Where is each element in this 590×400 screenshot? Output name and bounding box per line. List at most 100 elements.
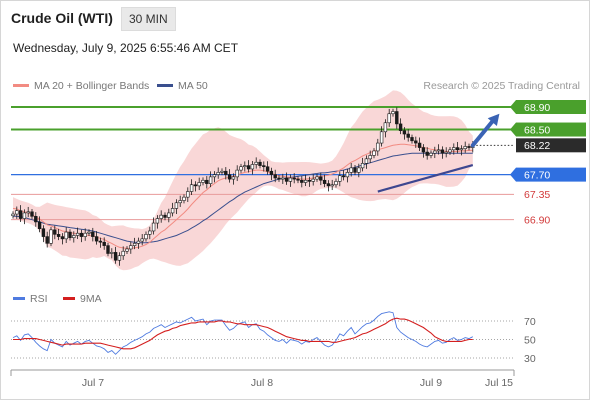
ma20-swatch: [13, 83, 29, 87]
candle-body-23: [98, 240, 103, 243]
candle-body-91: [357, 167, 361, 173]
candle-body-5: [30, 211, 34, 217]
candle-body-92: [360, 163, 365, 169]
candle-body-79: [311, 178, 315, 182]
candle-body-47: [189, 184, 194, 192]
level-label-0: 68.90: [524, 102, 550, 114]
candle-body-119: [463, 146, 467, 149]
level-label-bg-0: [516, 100, 586, 114]
candle-body-108: [421, 147, 426, 153]
timeframe-badge[interactable]: 30 MIN: [121, 7, 176, 31]
candle-body-35: [144, 234, 148, 240]
candle-body-71: [281, 177, 285, 180]
candle-body-53: [212, 174, 217, 178]
candle-body-64: [254, 161, 258, 165]
candle-body-112: [436, 149, 441, 152]
candle-body-17: [75, 232, 80, 236]
candle-body-45: [182, 196, 186, 201]
candle-body-50: [201, 179, 205, 183]
candle-body-56: [224, 170, 228, 175]
x-tick-label-0: Jul 7: [82, 377, 104, 389]
candle-body-51: [205, 179, 209, 184]
candle-body-41: [167, 212, 171, 218]
candle-body-30: [125, 248, 129, 252]
candle-body-37: [151, 222, 156, 232]
candle-body-110: [429, 152, 433, 156]
ma50-legend-label: MA 50: [178, 80, 208, 92]
candle-body-26: [110, 252, 114, 254]
candle-body-39: [159, 214, 163, 219]
candle-body-36: [148, 230, 152, 235]
candle-body-7: [37, 221, 42, 230]
rsi-legend-label: RSI: [30, 293, 48, 305]
candle-body-25: [106, 245, 110, 254]
candle-body-105: [410, 137, 414, 142]
research-credit: Research © 2025 Trading Central: [423, 80, 580, 92]
bollinger-band: [13, 90, 473, 271]
rsi-tick-2: 30: [524, 353, 536, 365]
candle-body-78: [307, 179, 312, 182]
candle-body-59: [235, 169, 239, 178]
candle-body-101: [395, 111, 399, 125]
candle-body-89: [349, 167, 353, 173]
candle-body-74: [292, 177, 296, 180]
level-label-pointer-3: [510, 167, 516, 182]
candle-body-93: [364, 158, 369, 164]
candle-body-49: [197, 182, 201, 187]
candle-body-97: [379, 131, 384, 144]
candle-body-83: [326, 183, 331, 187]
candle-body-86: [338, 175, 342, 182]
candle-body-34: [140, 238, 144, 242]
candle-body-43: [174, 202, 179, 209]
candle-body-61: [243, 165, 247, 168]
legend-ma20: MA 20 + Bollinger Bands: [13, 80, 149, 92]
candle-body-14: [64, 231, 68, 240]
candle-body-9: [45, 236, 49, 244]
candle-body-98: [383, 122, 388, 133]
candle-body-111: [433, 150, 437, 154]
candle-body-96: [376, 142, 380, 152]
candle-body-2: [18, 210, 23, 219]
candle-body-95: [372, 150, 376, 156]
candle-body-113: [440, 149, 445, 154]
candle-body-73: [288, 177, 293, 182]
candle-body-80: [315, 176, 319, 180]
candle-body-11: [53, 229, 57, 235]
candle-body-57: [227, 174, 232, 180]
level-label-4: 67.35: [524, 189, 550, 201]
candle-body-114: [444, 151, 448, 154]
candle-body-67: [265, 166, 270, 172]
candle-body-66: [262, 165, 266, 168]
candle-body-88: [345, 172, 350, 178]
candle-body-29: [121, 250, 125, 257]
candle-body-46: [186, 191, 190, 198]
candle-body-115: [448, 149, 452, 153]
ma20-legend-label: MA 20 + Bollinger Bands: [34, 80, 150, 92]
candle-body-40: [163, 214, 167, 218]
candle-body-55: [220, 170, 224, 173]
instrument-title: Crude Oil (WTI): [11, 10, 113, 26]
candle-body-8: [41, 228, 46, 237]
candle-body-81: [319, 176, 323, 181]
candle-body-12: [56, 234, 61, 237]
legend-ma50: MA 50: [157, 80, 208, 92]
level-label-bg-2: [516, 138, 586, 153]
legend-rsi: RSI: [13, 293, 48, 305]
candle-body-0: [11, 213, 15, 217]
candle-body-18: [79, 232, 84, 237]
chart-header: Crude Oil (WTI) 30 MIN: [0, 0, 590, 34]
candle-body-38: [155, 218, 160, 224]
candle-body-3: [22, 212, 27, 219]
level-label-bg-3: [516, 167, 586, 182]
candle-body-4: [26, 211, 30, 214]
candle-body-116: [452, 147, 456, 151]
rising-trendline: [377, 163, 474, 193]
candle-body-15: [68, 231, 72, 239]
candle-body-48: [193, 184, 198, 187]
rsi-ma-swatch: [63, 296, 75, 300]
ma50-line: [13, 152, 473, 244]
candle-body-10: [49, 229, 53, 244]
level-label-pointer-1: [510, 122, 516, 137]
level-label-3: 67.70: [524, 169, 550, 181]
